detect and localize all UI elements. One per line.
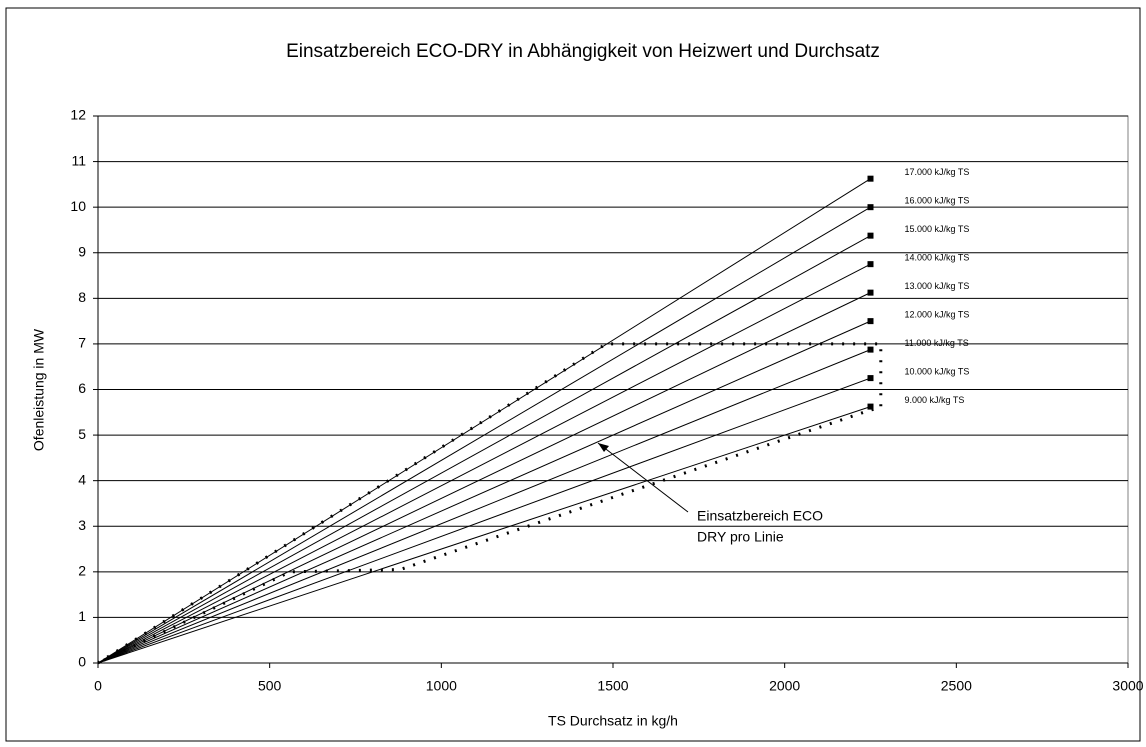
end-marker (867, 289, 874, 296)
y-tick-label: 6 (78, 380, 86, 396)
series-label: 11.000 kJ/kg TS (905, 338, 969, 348)
end-marker (867, 318, 874, 325)
series-label: 13.000 kJ/kg TS (905, 281, 970, 291)
y-tick-label: 7 (78, 335, 86, 351)
series-line (97, 263, 871, 664)
series-line (97, 349, 871, 664)
end-marker (867, 232, 874, 239)
series-line (97, 178, 871, 664)
end-marker (867, 375, 874, 382)
x-tick-label: 2000 (769, 678, 800, 694)
y-tick-label: 2 (78, 563, 86, 579)
series-label: 10.000 kJ/kg TS (905, 366, 970, 376)
y-tick-label: 9 (78, 243, 86, 259)
annotation: Einsatzbereich ECO (697, 508, 823, 524)
y-tick-label: 11 (71, 152, 86, 168)
x-axis-label: TS Durchsatz in kg/h (548, 713, 678, 729)
series-line (97, 206, 871, 664)
y-tick-label: 3 (78, 517, 86, 533)
series-line (97, 292, 871, 664)
y-tick-label: 5 (78, 426, 86, 442)
series-line (97, 320, 871, 664)
x-tick-label: 1500 (597, 678, 628, 694)
end-marker (867, 204, 874, 211)
annotation-arrow (597, 442, 689, 513)
series-label: 12.000 kJ/kg TS (905, 310, 970, 320)
series-label: 16.000 kJ/kg TS (905, 196, 970, 206)
x-tick-label: 500 (258, 678, 282, 694)
end-marker (867, 261, 874, 268)
series-line (97, 235, 871, 664)
y-tick-label: 8 (78, 289, 86, 305)
y-tick-label: 10 (70, 198, 86, 214)
end-marker (867, 346, 874, 353)
x-tick-label: 3000 (1112, 678, 1143, 694)
series-label: 14.000 kJ/kg TS (905, 253, 970, 263)
y-axis-label: Ofenleistung in MW (31, 328, 47, 451)
y-tick-label: 12 (70, 107, 86, 123)
chart-title: Einsatzbereich ECO-DRY in Abhängigkeit v… (286, 41, 880, 62)
end-marker (867, 403, 874, 410)
series-label: 9.000 kJ/kg TS (905, 395, 965, 405)
y-tick-label: 0 (78, 654, 86, 670)
series-line (97, 377, 871, 664)
end-marker (867, 175, 874, 182)
y-tick-label: 1 (78, 608, 86, 624)
series-line (97, 406, 871, 664)
x-tick-label: 0 (94, 678, 102, 694)
annotation-arrowhead (598, 443, 609, 452)
series-label: 15.000 kJ/kg TS (905, 224, 970, 234)
operating-range (97, 342, 883, 665)
x-tick-label: 1000 (426, 678, 457, 694)
series-label: 17.000 kJ/kg TS (905, 167, 970, 177)
x-tick-label: 2500 (941, 678, 972, 694)
y-tick-label: 4 (78, 471, 86, 487)
annotation: DRY pro Linie (697, 529, 784, 545)
